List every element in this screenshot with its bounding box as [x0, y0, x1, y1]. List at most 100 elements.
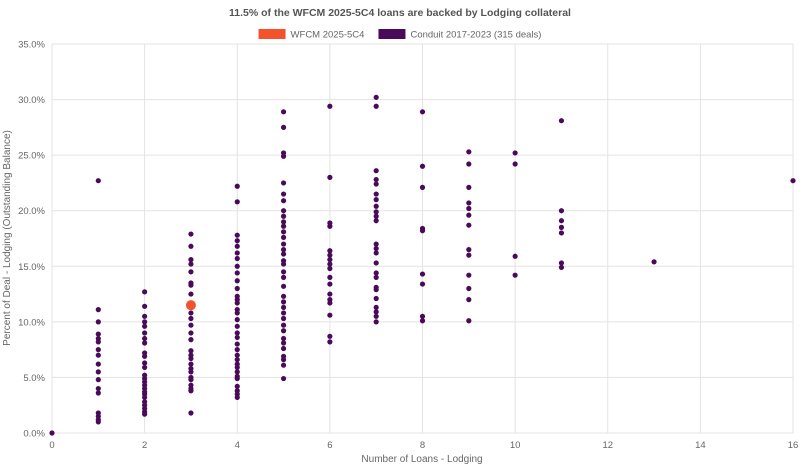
data-point[interactable] — [95, 385, 101, 392]
data-point[interactable] — [790, 178, 796, 184]
data-point[interactable] — [466, 184, 472, 190]
data-point[interactable] — [373, 176, 379, 183]
data-point[interactable] — [327, 261, 333, 267]
data-point[interactable] — [280, 362, 287, 368]
data-point[interactable] — [188, 310, 194, 316]
data-point[interactable] — [142, 313, 148, 319]
data-point[interactable] — [234, 317, 240, 323]
data-point[interactable] — [419, 163, 426, 169]
data-point[interactable] — [95, 347, 101, 353]
data-point[interactable] — [466, 297, 472, 303]
data-point[interactable] — [466, 247, 472, 253]
data-point[interactable] — [95, 390, 101, 396]
data-point[interactable] — [280, 375, 287, 382]
data-point[interactable] — [419, 318, 426, 324]
data-point[interactable] — [373, 260, 379, 266]
data-point[interactable] — [188, 243, 194, 249]
data-point[interactable] — [234, 238, 240, 244]
data-point[interactable] — [95, 352, 101, 358]
data-point[interactable] — [49, 430, 55, 436]
data-point[interactable] — [234, 341, 240, 347]
data-point[interactable] — [373, 287, 379, 293]
data-point[interactable] — [280, 310, 287, 316]
data-point[interactable] — [188, 261, 194, 267]
data-point[interactable] — [95, 178, 101, 184]
data-point[interactable] — [280, 304, 287, 311]
data-point[interactable] — [466, 318, 472, 324]
data-point[interactable] — [188, 322, 194, 328]
data-point[interactable] — [234, 310, 240, 316]
data-point[interactable] — [280, 234, 287, 240]
data-point[interactable] — [466, 252, 472, 258]
data-point[interactable] — [188, 315, 194, 322]
data-point[interactable] — [188, 282, 194, 288]
data-point[interactable] — [188, 330, 194, 336]
data-point[interactable] — [142, 335, 148, 342]
data-point[interactable] — [280, 213, 287, 219]
data-point[interactable] — [373, 218, 379, 224]
data-point[interactable] — [327, 339, 333, 345]
data-point[interactable] — [142, 364, 148, 371]
data-point[interactable] — [373, 191, 379, 197]
data-point[interactable] — [142, 323, 148, 329]
data-point[interactable] — [512, 161, 518, 167]
data-point[interactable] — [327, 174, 333, 180]
data-point[interactable] — [327, 252, 333, 258]
data-point[interactable] — [466, 161, 472, 167]
data-point[interactable] — [466, 205, 472, 212]
data-point[interactable] — [327, 274, 333, 280]
data-point[interactable] — [558, 218, 565, 224]
data-point[interactable] — [142, 360, 148, 366]
data-point[interactable] — [280, 269, 287, 275]
data-point[interactable] — [419, 109, 426, 115]
data-point[interactable] — [373, 209, 379, 215]
data-point[interactable] — [234, 347, 240, 353]
data-point[interactable] — [234, 357, 240, 363]
data-point[interactable] — [327, 248, 333, 254]
data-point[interactable] — [142, 289, 148, 295]
data-point[interactable] — [188, 269, 194, 275]
data-point[interactable] — [234, 334, 240, 341]
data-point[interactable] — [280, 219, 287, 225]
data-point[interactable] — [234, 183, 240, 189]
data-point[interactable] — [373, 203, 379, 209]
data-point[interactable] — [373, 270, 379, 276]
data-point[interactable] — [466, 222, 472, 228]
data-point[interactable] — [373, 241, 379, 247]
data-point[interactable] — [651, 259, 657, 265]
data-point[interactable] — [142, 411, 148, 417]
data-point[interactable] — [280, 247, 287, 253]
data-point[interactable] — [280, 124, 287, 130]
data-point[interactable] — [142, 303, 148, 309]
data-point[interactable] — [280, 322, 287, 328]
data-point[interactable] — [373, 213, 379, 219]
data-point[interactable] — [280, 328, 287, 334]
data-point[interactable] — [188, 410, 194, 416]
data-point[interactable] — [280, 208, 287, 214]
data-point[interactable] — [373, 250, 379, 256]
data-point[interactable] — [234, 250, 240, 256]
data-point[interactable] — [558, 260, 565, 266]
data-point[interactable] — [234, 394, 240, 401]
data-point[interactable] — [280, 153, 287, 159]
data-point[interactable] — [280, 251, 287, 257]
data-point[interactable] — [188, 369, 194, 375]
legend-item[interactable]: WFCM 2025-5C4 — [258, 29, 365, 41]
data-point[interactable] — [419, 281, 426, 287]
data-point[interactable] — [95, 377, 101, 383]
data-point[interactable] — [188, 388, 194, 394]
data-point[interactable] — [512, 253, 518, 259]
highlight-point[interactable] — [185, 300, 196, 311]
data-point[interactable] — [280, 283, 287, 289]
data-point[interactable] — [188, 257, 194, 263]
data-point[interactable] — [188, 291, 194, 297]
data-point[interactable] — [280, 357, 287, 363]
data-point[interactable] — [373, 304, 379, 311]
data-point[interactable] — [512, 272, 518, 278]
data-point[interactable] — [280, 109, 287, 115]
data-point[interactable] — [327, 281, 333, 287]
data-point[interactable] — [234, 383, 240, 389]
data-point[interactable] — [234, 255, 240, 262]
data-point[interactable] — [373, 295, 379, 302]
data-point[interactable] — [95, 331, 101, 337]
